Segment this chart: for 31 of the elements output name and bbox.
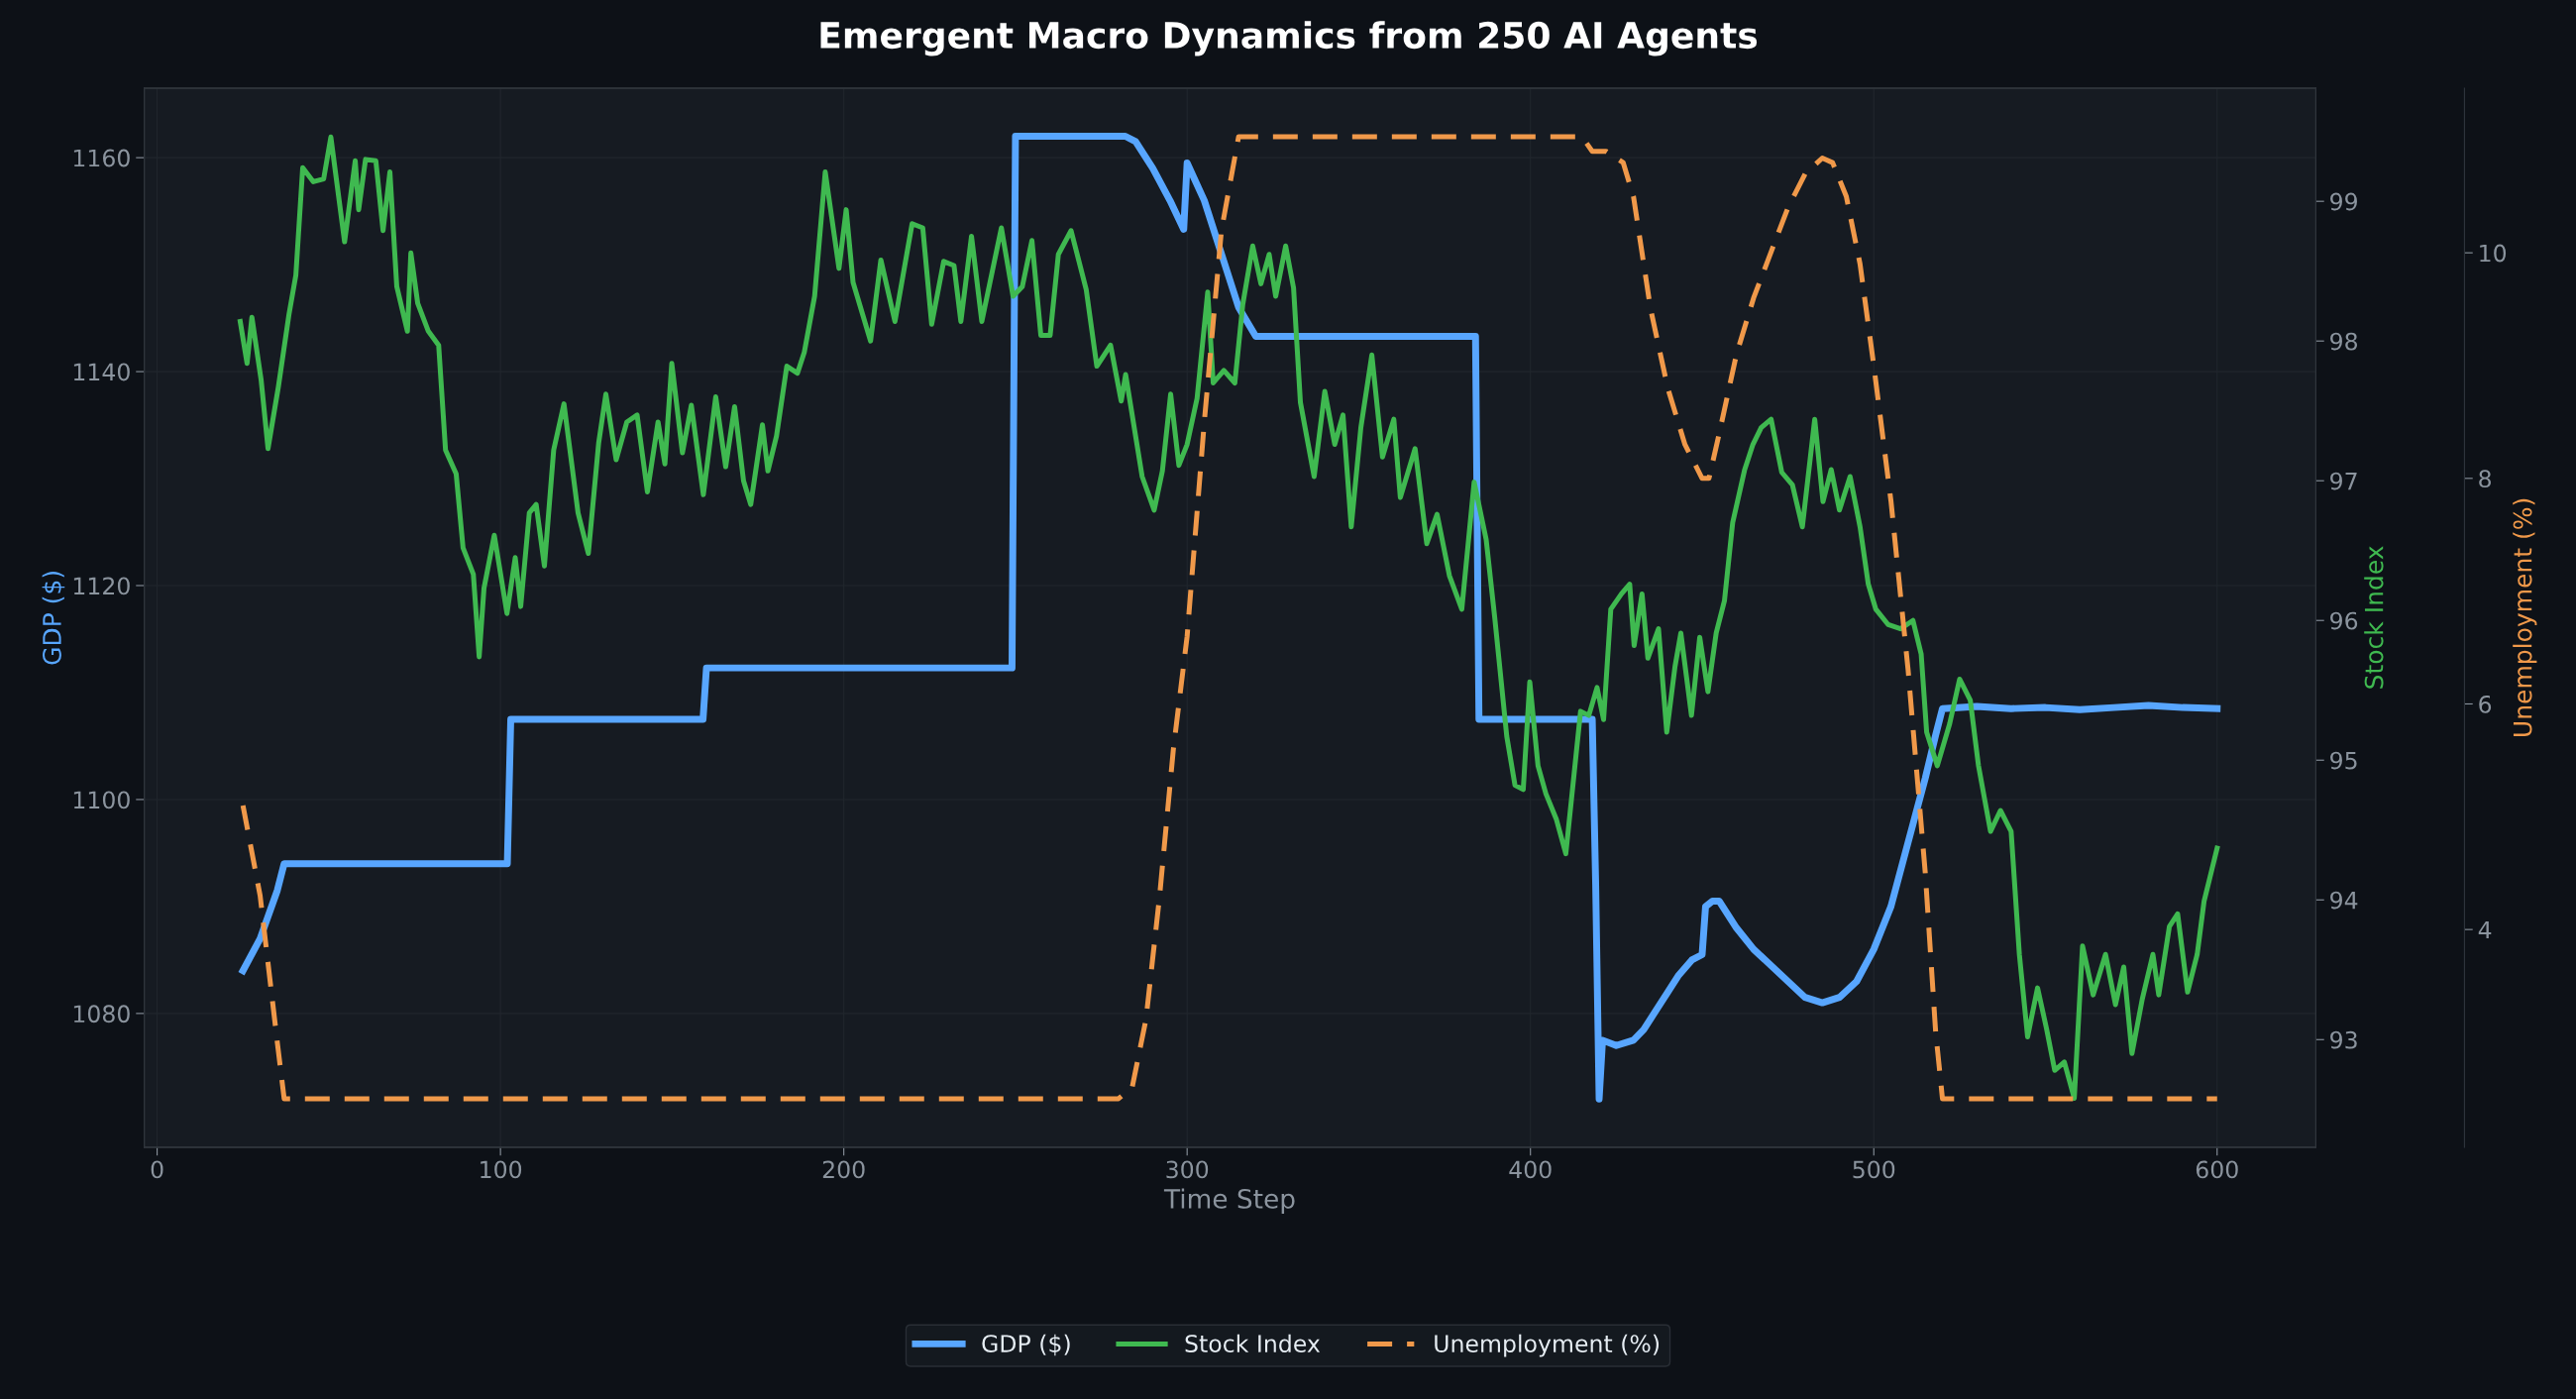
x-tick-label: 100 — [481, 1160, 522, 1179]
y-tick-label: 1160 — [73, 149, 130, 167]
y-axis-title: GDP ($) — [42, 572, 65, 665]
x-tick-label: 600 — [2196, 1160, 2238, 1179]
x-tick-label: 0 — [151, 1160, 163, 1179]
chart-title: Emergent Macro Dynamics from 250 AI Agents — [820, 21, 1758, 56]
y2-tick-label: 97 — [2330, 472, 2357, 490]
y2-axis-title: Stock Index — [2364, 546, 2384, 689]
y3-tick-label: 10 — [2480, 244, 2507, 263]
y2-tick-label: 99 — [2330, 192, 2357, 211]
y-tick-label: 1080 — [73, 1005, 130, 1023]
y-tick-label: 1120 — [73, 577, 130, 595]
y-tick-label: 1100 — [73, 791, 130, 809]
y-tick-label: 1140 — [73, 363, 130, 381]
y2-tick-label: 93 — [2330, 1030, 2357, 1049]
y3-tick-label: 8 — [2479, 470, 2491, 488]
legend-label: Unemployment (%) — [1435, 1334, 1660, 1357]
x-tick-label: 300 — [1166, 1160, 1209, 1179]
y2-tick-label: 98 — [2330, 332, 2358, 351]
legend-label: GDP ($) — [982, 1334, 1070, 1356]
y3-axis-title: Unemployment (%) — [2513, 498, 2537, 736]
legend-label: Stock Index — [1185, 1334, 1321, 1352]
x-tick-label: 400 — [1509, 1160, 1552, 1179]
y2-tick-label: 95 — [2330, 751, 2357, 770]
x-tick-label: 200 — [822, 1160, 865, 1179]
y3-tick-label: 6 — [2479, 695, 2492, 713]
y2-tick-label: 96 — [2330, 611, 2358, 630]
x-axis-title: Time Step — [1163, 1188, 1295, 1214]
y3-tick-label: 4 — [2478, 920, 2492, 939]
x-tick-label: 500 — [1853, 1160, 1895, 1179]
y2-tick-label: 94 — [2330, 891, 2358, 910]
